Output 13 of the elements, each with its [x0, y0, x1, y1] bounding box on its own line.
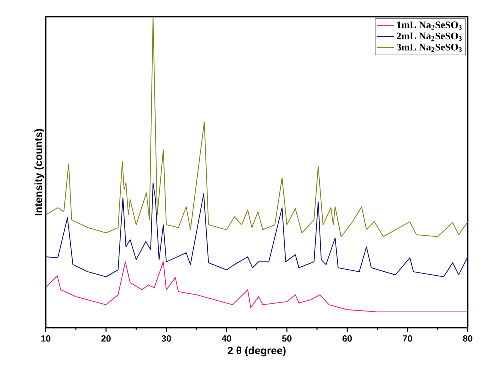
- x-tick-label: 60: [342, 336, 352, 342]
- legend-label: 1mL Na$_{2}$SeSO$_{3}$: [397, 22, 462, 30]
- legend-label: 3mL Na$_{2}$SeSO$_{3}$: [396, 44, 462, 52]
- legend-label: 2mL Na$_{2}$SeSO$_{3}$: [397, 32, 462, 42]
- x-axis-title: 2 θ (degree): [228, 346, 286, 357]
- x-tick-label: 50: [282, 336, 292, 342]
- x-tick-label: 30: [162, 336, 172, 342]
- x-tick-label: 80: [463, 336, 473, 342]
- y-axis-title: Intensity (counts): [34, 129, 44, 216]
- x-tick-label: 20: [102, 336, 111, 342]
- x-tick-label: 70: [403, 336, 412, 342]
- x-tick-label: 10: [42, 336, 51, 342]
- x-tick-label: 40: [222, 336, 232, 342]
